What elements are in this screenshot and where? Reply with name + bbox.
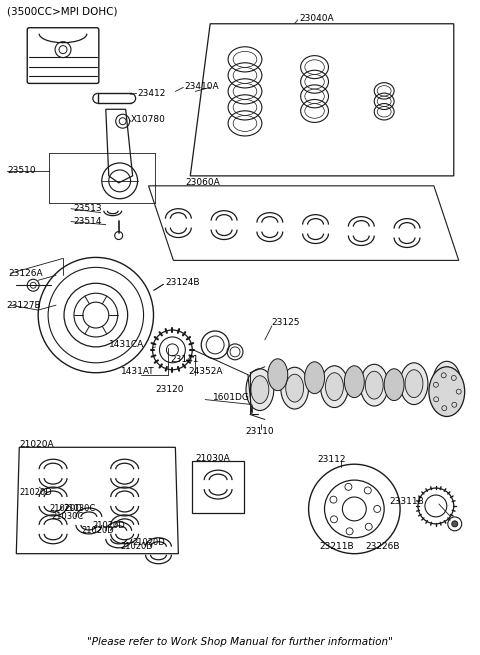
Text: 24352A: 24352A (188, 367, 223, 376)
Ellipse shape (321, 365, 348, 407)
Text: 21020D: 21020D (19, 487, 52, 496)
Text: 23510: 23510 (7, 166, 36, 176)
Text: (3500CC>MPI DOHC): (3500CC>MPI DOHC) (7, 7, 118, 17)
Text: 23226B: 23226B (365, 542, 400, 552)
Ellipse shape (286, 374, 304, 402)
Ellipse shape (281, 367, 309, 409)
Text: 23110: 23110 (245, 427, 274, 436)
Text: 21020D: 21020D (93, 521, 126, 531)
Ellipse shape (251, 376, 269, 403)
Text: 21020D: 21020D (120, 542, 154, 552)
Text: 23124B: 23124B (166, 278, 200, 287)
Text: 23125: 23125 (272, 318, 300, 327)
Text: 21020D: 21020D (132, 538, 166, 547)
Ellipse shape (305, 362, 324, 394)
Text: 23513: 23513 (73, 204, 102, 213)
Ellipse shape (400, 363, 428, 405)
Text: 21030A: 21030A (195, 454, 230, 462)
Text: 23141: 23141 (170, 355, 199, 364)
Ellipse shape (384, 369, 404, 401)
Text: 21030C: 21030C (51, 512, 84, 521)
Text: 21030C: 21030C (63, 504, 96, 514)
Text: 1431CA: 1431CA (109, 341, 144, 349)
Text: 23120: 23120 (156, 385, 184, 394)
Ellipse shape (268, 359, 288, 390)
Text: 23412: 23412 (138, 89, 166, 98)
Ellipse shape (325, 373, 343, 401)
Text: 23127B: 23127B (6, 301, 41, 310)
Ellipse shape (360, 364, 388, 406)
Text: 1601DG: 1601DG (213, 393, 250, 402)
Text: 23211B: 23211B (320, 542, 354, 552)
Ellipse shape (438, 368, 456, 396)
Text: 23410A: 23410A (184, 82, 219, 91)
Text: 21020A: 21020A (19, 440, 54, 449)
Text: 23126A: 23126A (8, 269, 43, 278)
Text: X10780: X10780 (131, 115, 166, 124)
Text: 23311B: 23311B (389, 498, 424, 506)
Ellipse shape (433, 362, 461, 403)
Text: 1431AT: 1431AT (120, 367, 154, 376)
Ellipse shape (405, 370, 423, 398)
Ellipse shape (365, 371, 383, 399)
Text: 23514: 23514 (73, 217, 101, 226)
Bar (192, 461, 244, 513)
Text: "Please refer to Work Shop Manual for further information": "Please refer to Work Shop Manual for fu… (87, 637, 393, 647)
Text: 23040A: 23040A (300, 14, 334, 24)
Text: 23060A: 23060A (185, 178, 220, 187)
Ellipse shape (246, 369, 274, 411)
Ellipse shape (429, 367, 465, 417)
Text: 23112: 23112 (318, 455, 346, 464)
Text: 21020D: 21020D (49, 504, 82, 514)
Circle shape (452, 521, 458, 527)
Ellipse shape (344, 365, 364, 398)
Text: 21020D: 21020D (81, 527, 114, 535)
